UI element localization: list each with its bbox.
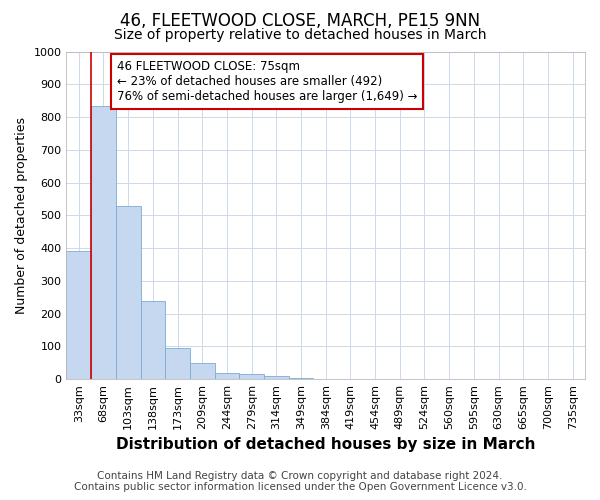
Bar — [289, 378, 313, 379]
Bar — [239, 374, 264, 379]
Text: 46 FLEETWOOD CLOSE: 75sqm
← 23% of detached houses are smaller (492)
76% of semi: 46 FLEETWOOD CLOSE: 75sqm ← 23% of detac… — [117, 60, 418, 102]
Text: Contains HM Land Registry data © Crown copyright and database right 2024.
Contai: Contains HM Land Registry data © Crown c… — [74, 471, 526, 492]
Bar — [140, 300, 165, 379]
Bar — [190, 363, 215, 379]
Bar — [67, 252, 91, 379]
Bar — [116, 206, 140, 379]
Text: 46, FLEETWOOD CLOSE, MARCH, PE15 9NN: 46, FLEETWOOD CLOSE, MARCH, PE15 9NN — [120, 12, 480, 30]
Bar — [165, 348, 190, 379]
Bar — [215, 372, 239, 379]
Bar — [264, 376, 289, 379]
X-axis label: Distribution of detached houses by size in March: Distribution of detached houses by size … — [116, 438, 535, 452]
Y-axis label: Number of detached properties: Number of detached properties — [15, 117, 28, 314]
Bar — [91, 106, 116, 379]
Text: Size of property relative to detached houses in March: Size of property relative to detached ho… — [114, 28, 486, 42]
